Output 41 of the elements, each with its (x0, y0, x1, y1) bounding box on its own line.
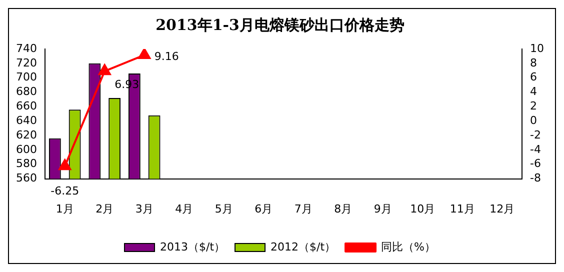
x-tick-label: 9月 (374, 202, 392, 216)
x-tick-label: 6月 (254, 202, 273, 216)
point (98, 64, 111, 76)
y-tick-label: 680 (16, 85, 37, 98)
y2-tick-label: 4 (530, 85, 538, 98)
x-tick-label: 12月 (490, 202, 515, 216)
y2-tick-label: 8 (530, 56, 538, 70)
y2-tick-label: 0 (530, 114, 538, 127)
y2-tick-label: 2 (530, 100, 538, 113)
legend-label: 2012（$/t） (270, 240, 336, 254)
y-tick-label: 720 (16, 56, 37, 70)
point (58, 159, 72, 170)
legend-label: 同比（%） (381, 240, 436, 254)
x-tick-label: 5月 (214, 202, 233, 216)
legend-label: 2013（$/t） (160, 240, 226, 254)
x-tick-label: 10月 (410, 202, 436, 216)
chart-title: 2013年1-3月电熔镁砂出口价格走势 (156, 16, 404, 34)
y-tick-label: 660 (16, 100, 37, 113)
y-tick-label: 620 (16, 128, 37, 142)
y2-tick-label: -2 (530, 128, 541, 142)
x-tick-label: 2月 (96, 202, 114, 216)
x-tick-label: 3月 (135, 202, 154, 216)
y-tick-label: 640 (16, 114, 37, 127)
point (138, 49, 151, 60)
x-tick-label: 11月 (450, 202, 475, 216)
y2-tick-label: 6 (530, 70, 538, 84)
y-tick-label: 600 (16, 142, 37, 156)
x-tick-label: 4月 (175, 202, 194, 216)
x-tick-label: 1月 (56, 202, 74, 216)
x-tick-label: 8月 (334, 202, 352, 216)
y-tick-label: 560 (16, 172, 37, 185)
data-label: 9.16 (154, 50, 179, 63)
y2-tick-label: 10 (530, 42, 544, 55)
y-tick-label: 580 (16, 157, 37, 170)
y-tick-label: 700 (16, 70, 37, 84)
y2-tick-label: -4 (530, 142, 541, 156)
y-tick-label: 740 (16, 42, 37, 55)
x-tick-label: 7月 (294, 202, 312, 216)
y2-tick-label: -6 (530, 157, 541, 170)
data-label: -6.25 (50, 184, 80, 198)
y2-tick-label: -8 (530, 172, 541, 185)
